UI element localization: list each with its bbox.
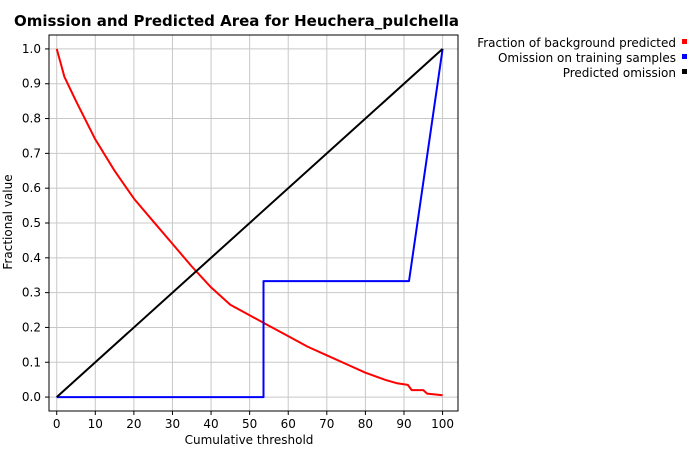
x-tick-label: 40: [203, 417, 218, 431]
y-tick-label: 0.1: [22, 355, 41, 369]
y-tick-label: 0.4: [22, 251, 41, 265]
legend-marker-fraction-background-predicted: [682, 39, 687, 44]
x-tick-label: 100: [431, 417, 454, 431]
y-tick-label: 0.7: [22, 146, 41, 160]
chart-title: Omission and Predicted Area for Heuchera…: [14, 12, 459, 30]
series-line-predicted-omission: [56, 48, 444, 398]
series-layer: [55, 48, 444, 399]
y-tick-label: 0.3: [22, 286, 41, 300]
y-tick-label: 0.9: [22, 77, 41, 91]
legend-label-fraction-background-predicted: Fraction of background predicted: [477, 36, 676, 50]
y-tick-label: 0.6: [22, 181, 41, 195]
x-tick-label: 70: [319, 417, 334, 431]
y-tick-label: 0.8: [22, 112, 41, 126]
y-tick-label: 0.5: [22, 216, 41, 230]
series-line-fraction-background-predicted: [55, 48, 443, 397]
x-tick-label: 90: [396, 417, 411, 431]
x-tick-label: 50: [242, 417, 257, 431]
legend-marker-predicted-omission: [682, 69, 687, 74]
legend-label-omission-training-samples: Omission on training samples: [498, 51, 676, 65]
x-tick-label: 80: [358, 417, 373, 431]
x-tick-label: 0: [53, 417, 61, 431]
x-tick-label: 10: [88, 417, 103, 431]
legend: Fraction of background predictedOmission…: [477, 36, 687, 80]
x-tick-label: 30: [165, 417, 180, 431]
axis-ticks: 0 10 20 30 40 50 60 70 80 90 100 0.0 0.1 0.2 0.3 0.4 0.5…: [22, 42, 454, 431]
y-axis-label: Fractional value: [1, 174, 15, 269]
y-tick-label: 0.2: [22, 320, 41, 334]
x-tick-label: 20: [126, 417, 141, 431]
legend-label-predicted-omission: Predicted omission: [563, 66, 676, 80]
x-axis-label: Cumulative threshold: [185, 433, 314, 447]
y-tick-label: 1.0: [22, 42, 41, 56]
x-tick-label: 60: [281, 417, 296, 431]
y-tick-label: 0.0: [22, 390, 41, 404]
series-line-omission-training-samples: [56, 48, 444, 399]
legend-marker-omission-training-samples: [682, 54, 687, 59]
